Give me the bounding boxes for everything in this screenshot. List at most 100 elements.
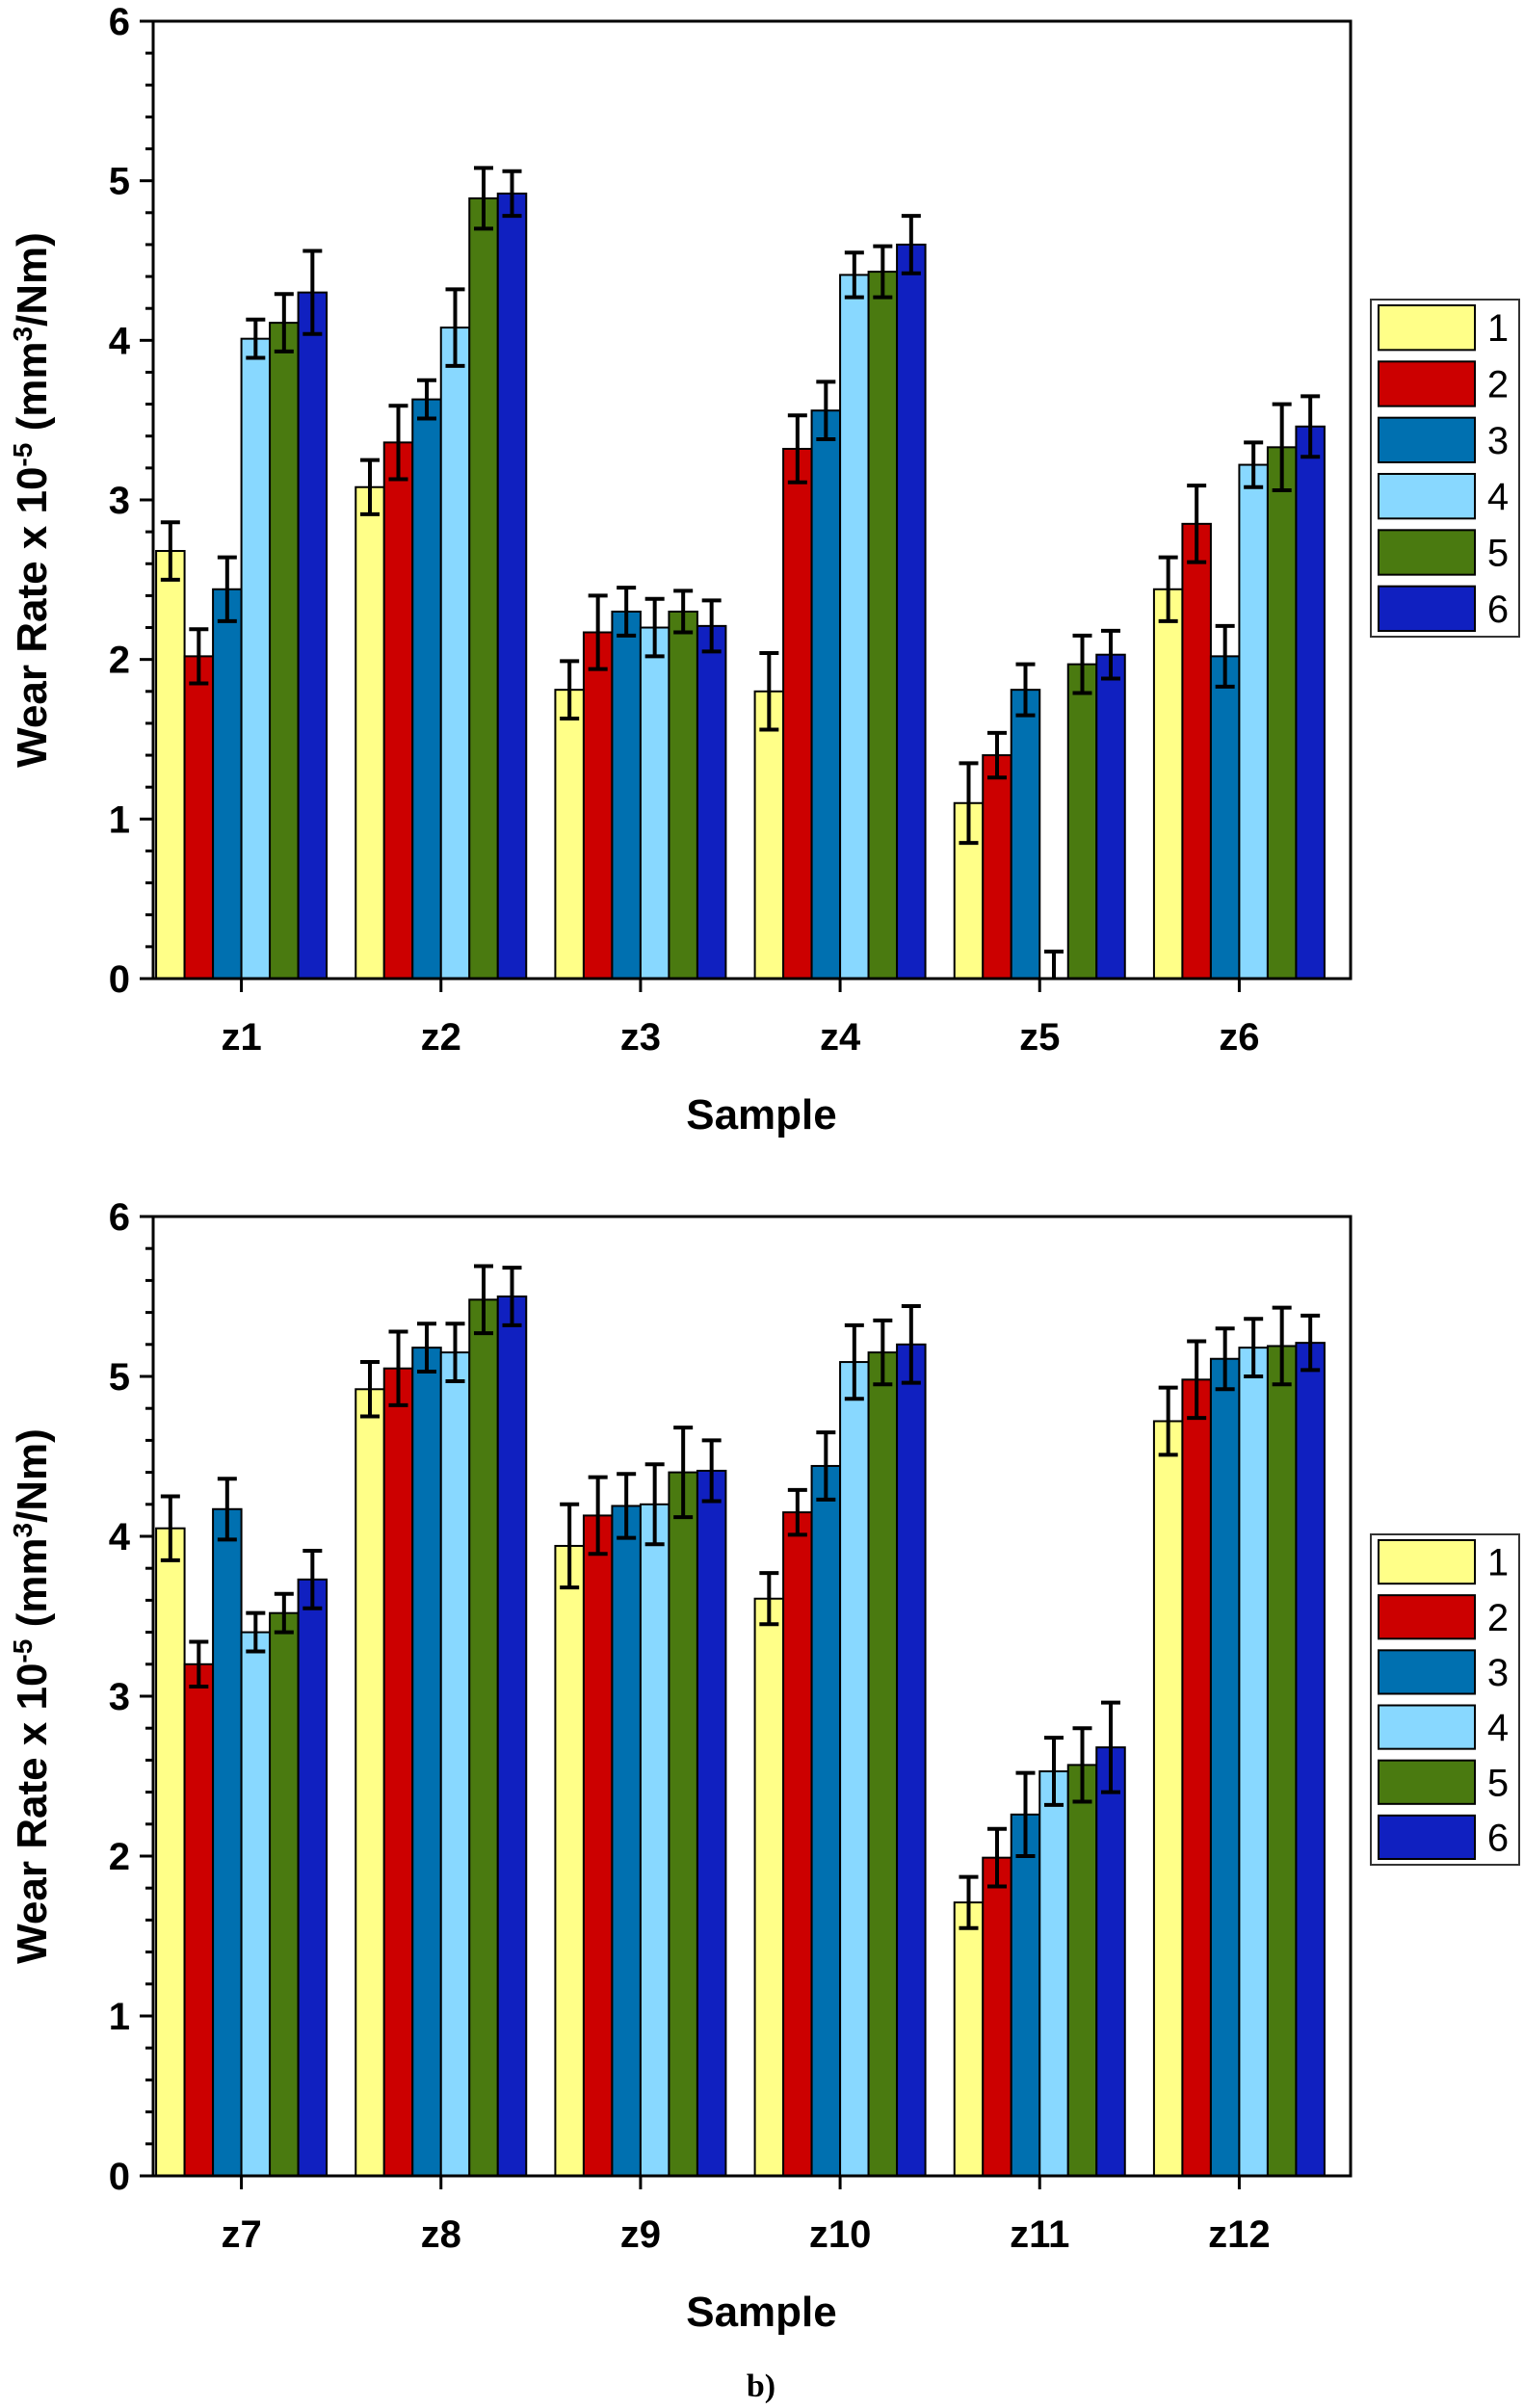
x-tick-label: z4 <box>820 1016 861 1059</box>
y-axis-label: Wear Rate x 10-5 (mm3/Nm) <box>8 1428 57 1964</box>
bar-z8-5 <box>468 1298 499 2177</box>
bar-z4-1 <box>753 690 785 980</box>
legend-label: 6 <box>1487 1817 1509 1859</box>
bar-z10-2 <box>782 1511 813 2177</box>
bar-z10-6 <box>896 1343 927 2178</box>
y-axis-label-superscript: -5 <box>8 1639 38 1663</box>
y-tick-label: 3 <box>109 480 130 522</box>
bar-z12-2 <box>1181 1378 1212 2177</box>
bar-z3-1 <box>554 689 585 980</box>
x-tick-label: z8 <box>421 2213 461 2256</box>
bar-z12-6 <box>1295 1342 1326 2177</box>
bar-z4-5 <box>867 271 899 980</box>
bar-z10-1 <box>753 1597 785 2177</box>
bar-z9-1 <box>554 1544 585 2177</box>
y-axis-label-superscript: -5 <box>8 443 38 467</box>
x-tick-label: z9 <box>620 2213 661 2256</box>
y-axis-label-part: Wear Rate x 10 <box>9 1663 56 1964</box>
bar-z1-6 <box>297 291 328 980</box>
bar-z7-3 <box>212 1507 243 2177</box>
y-axis-label-part: (mm <box>9 342 56 443</box>
y-tick-label: 2 <box>109 1836 130 1878</box>
y-axis-label-superscript: 3 <box>8 327 38 342</box>
bar-z11-3 <box>1010 1813 1041 2177</box>
legend-label: 4 <box>1487 476 1509 518</box>
bar-z6-2 <box>1181 522 1212 980</box>
y-tick-label: 1 <box>109 1996 130 2038</box>
x-axis-label: Sample <box>686 1091 837 1139</box>
bar-z3-6 <box>696 624 727 980</box>
legend-swatch-4 <box>1378 1704 1476 1750</box>
bar-z12-4 <box>1238 1347 1269 2177</box>
bar-z3-3 <box>611 610 642 980</box>
bar-z3-2 <box>582 631 614 981</box>
x-tick-label: z7 <box>221 2213 261 2256</box>
bar-z4-4 <box>839 274 870 981</box>
bar-z4-3 <box>810 409 842 980</box>
bar-z7-5 <box>269 1611 300 2178</box>
bar-z1-4 <box>240 337 272 980</box>
legend: 1 2 3 4 5 6 <box>1370 299 1520 638</box>
figure-caption: b) <box>747 2369 775 2404</box>
bar-z2-5 <box>468 196 499 980</box>
bar-z6-4 <box>1238 463 1269 980</box>
bar-z12-3 <box>1209 1357 1241 2177</box>
chart-bottom: 0 1 2 3 4 5 6 z7 z8 z9 z10 z11 z12 Sample Wear Rate x … <box>8 1196 1520 2336</box>
x-tick-label: z2 <box>421 1016 461 1059</box>
legend-label: 2 <box>1487 1597 1509 1639</box>
x-tick-label: z10 <box>809 2213 872 2256</box>
bar-z11-1 <box>953 1901 985 2177</box>
legend-label: 5 <box>1487 1762 1509 1804</box>
bar-z12-5 <box>1266 1345 1298 2177</box>
bar-z7-2 <box>183 1662 215 2178</box>
legend-label: 6 <box>1487 589 1509 631</box>
legend-swatch-5 <box>1378 529 1476 576</box>
y-tick-label: 4 <box>109 1516 131 1558</box>
bar-z10-4 <box>839 1361 870 2178</box>
bar-z7-6 <box>297 1578 328 2177</box>
y-tick-label: 5 <box>109 1356 130 1399</box>
bar-z4-6 <box>896 243 927 980</box>
x-tick-label: z3 <box>620 1016 661 1059</box>
bar-z6-3 <box>1209 655 1241 980</box>
bar-z9-2 <box>582 1514 614 2178</box>
bar-z2-4 <box>439 327 471 980</box>
legend-swatch-6 <box>1378 1814 1476 1861</box>
bar-z5-2 <box>982 754 1012 980</box>
y-axis-label-part: (mm <box>9 1538 56 1639</box>
bar-z2-2 <box>382 441 414 980</box>
bar-z5-3 <box>1010 689 1041 980</box>
bar-z9-3 <box>611 1505 642 2177</box>
bar-z1-2 <box>183 655 215 980</box>
y-tick-label: 1 <box>109 798 130 841</box>
legend-swatch-6 <box>1378 585 1476 633</box>
bar-z7-1 <box>155 1527 186 2177</box>
x-tick-label: z12 <box>1208 2213 1271 2256</box>
legend-label: 1 <box>1487 1542 1509 1584</box>
bar-z11-4 <box>1038 1770 1069 2178</box>
legend-swatch-1 <box>1378 1539 1476 1585</box>
bar-z11-2 <box>982 1856 1012 2178</box>
bar-z8-2 <box>382 1367 414 2177</box>
bar-z1-5 <box>269 322 300 980</box>
y-axis-label-part: Wear Rate x 10 <box>9 467 56 768</box>
legend-label: 3 <box>1487 1652 1509 1694</box>
bar-z5-5 <box>1066 663 1098 980</box>
y-axis-label-superscript: 3 <box>8 1523 38 1538</box>
bar-z11-6 <box>1095 1746 1126 2177</box>
bar-z12-1 <box>1152 1420 1184 2177</box>
bar-z6-1 <box>1152 588 1184 980</box>
legend-box <box>1370 1533 1520 1866</box>
y-tick-label: 4 <box>109 320 131 362</box>
x-tick-label: z5 <box>1019 1016 1060 1059</box>
legend-swatch-1 <box>1378 304 1476 352</box>
y-tick-label: 2 <box>109 640 130 682</box>
legend-label: 5 <box>1487 533 1509 575</box>
y-axis-label-part: /Nm) <box>9 1428 56 1523</box>
legend: 1 2 3 4 5 6 <box>1370 1533 1520 1866</box>
y-tick-label: 0 <box>109 958 130 1001</box>
legend-swatch-2 <box>1378 1594 1476 1640</box>
bar-z8-3 <box>411 1347 442 2177</box>
y-tick-label: 3 <box>109 1676 130 1718</box>
